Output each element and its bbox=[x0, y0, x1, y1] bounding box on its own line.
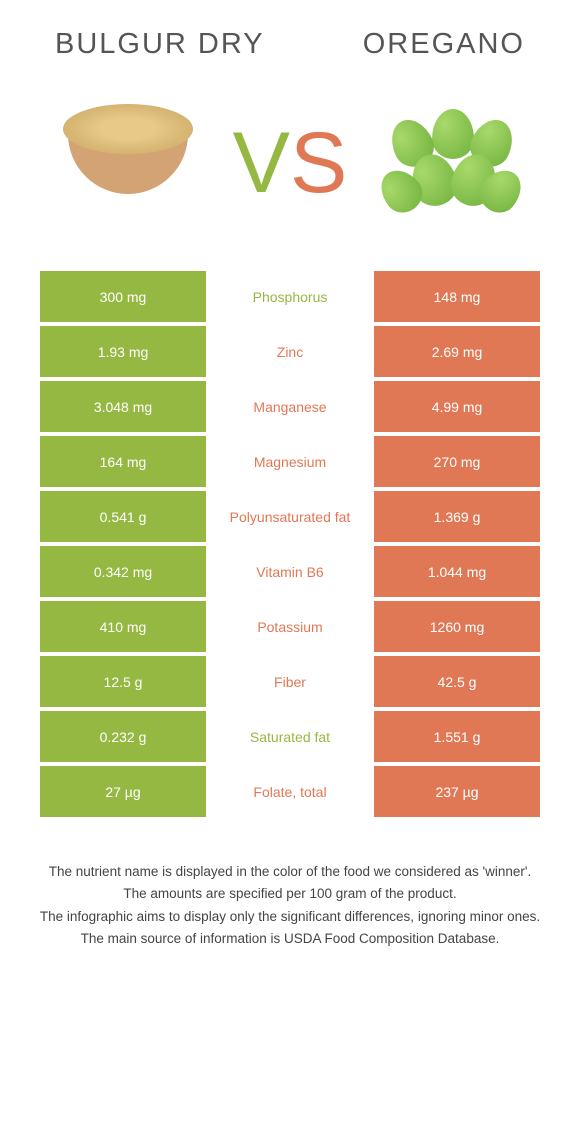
nutrient-label-cell: Folate, total bbox=[206, 766, 374, 817]
left-value-cell: 0.342 mg bbox=[40, 546, 206, 597]
left-value-cell: 1.93 mg bbox=[40, 326, 206, 377]
right-value-cell: 1.551 g bbox=[374, 711, 540, 762]
right-value-cell: 4.99 mg bbox=[374, 381, 540, 432]
nutrient-label-cell: Zinc bbox=[206, 326, 374, 377]
left-value-cell: 3.048 mg bbox=[40, 381, 206, 432]
header-titles: BULGUR DRY OREGANO bbox=[0, 0, 580, 61]
nutrient-label-cell: Fiber bbox=[206, 656, 374, 707]
table-row: 300 mgPhosphorus148 mg bbox=[40, 271, 540, 322]
vs-v-letter: V bbox=[233, 114, 290, 213]
right-value-cell: 1.044 mg bbox=[374, 546, 540, 597]
nutrient-label-cell: Saturated fat bbox=[206, 711, 374, 762]
table-row: 12.5 gFiber42.5 g bbox=[40, 656, 540, 707]
table-row: 3.048 mgManganese4.99 mg bbox=[40, 381, 540, 432]
footer-line-4: The main source of information is USDA F… bbox=[35, 929, 545, 949]
right-value-cell: 42.5 g bbox=[374, 656, 540, 707]
right-value-cell: 237 µg bbox=[374, 766, 540, 817]
footer-line-2: The amounts are specified per 100 gram o… bbox=[35, 884, 545, 904]
left-value-cell: 12.5 g bbox=[40, 656, 206, 707]
left-value-cell: 164 mg bbox=[40, 436, 206, 487]
nutrient-label-cell: Polyunsaturated fat bbox=[206, 491, 374, 542]
images-row: VS bbox=[0, 61, 580, 271]
bulgur-image bbox=[56, 91, 201, 236]
left-value-cell: 0.232 g bbox=[40, 711, 206, 762]
table-row: 0.342 mgVitamin B61.044 mg bbox=[40, 546, 540, 597]
table-row: 1.93 mgZinc2.69 mg bbox=[40, 326, 540, 377]
right-value-cell: 1.369 g bbox=[374, 491, 540, 542]
table-row: 164 mgMagnesium270 mg bbox=[40, 436, 540, 487]
right-food-title: OREGANO bbox=[363, 28, 525, 61]
right-value-cell: 1260 mg bbox=[374, 601, 540, 652]
footer-line-1: The nutrient name is displayed in the co… bbox=[35, 862, 545, 882]
left-value-cell: 0.541 g bbox=[40, 491, 206, 542]
table-row: 410 mgPotassium1260 mg bbox=[40, 601, 540, 652]
right-value-cell: 148 mg bbox=[374, 271, 540, 322]
left-value-cell: 27 µg bbox=[40, 766, 206, 817]
table-row: 27 µgFolate, total237 µg bbox=[40, 766, 540, 817]
vs-s-letter: S bbox=[290, 114, 347, 213]
oregano-image bbox=[379, 91, 524, 236]
table-row: 0.541 gPolyunsaturated fat1.369 g bbox=[40, 491, 540, 542]
table-row: 0.232 gSaturated fat1.551 g bbox=[40, 711, 540, 762]
nutrient-label-cell: Vitamin B6 bbox=[206, 546, 374, 597]
nutrient-label-cell: Phosphorus bbox=[206, 271, 374, 322]
right-value-cell: 2.69 mg bbox=[374, 326, 540, 377]
right-value-cell: 270 mg bbox=[374, 436, 540, 487]
left-value-cell: 410 mg bbox=[40, 601, 206, 652]
nutrient-label-cell: Magnesium bbox=[206, 436, 374, 487]
nutrient-label-cell: Manganese bbox=[206, 381, 374, 432]
left-food-title: BULGUR DRY bbox=[55, 28, 265, 61]
comparison-table: 300 mgPhosphorus148 mg1.93 mgZinc2.69 mg… bbox=[40, 271, 540, 817]
nutrient-label-cell: Potassium bbox=[206, 601, 374, 652]
footer-notes: The nutrient name is displayed in the co… bbox=[35, 862, 545, 949]
footer-line-3: The infographic aims to display only the… bbox=[35, 907, 545, 927]
left-value-cell: 300 mg bbox=[40, 271, 206, 322]
vs-label: VS bbox=[233, 114, 348, 213]
